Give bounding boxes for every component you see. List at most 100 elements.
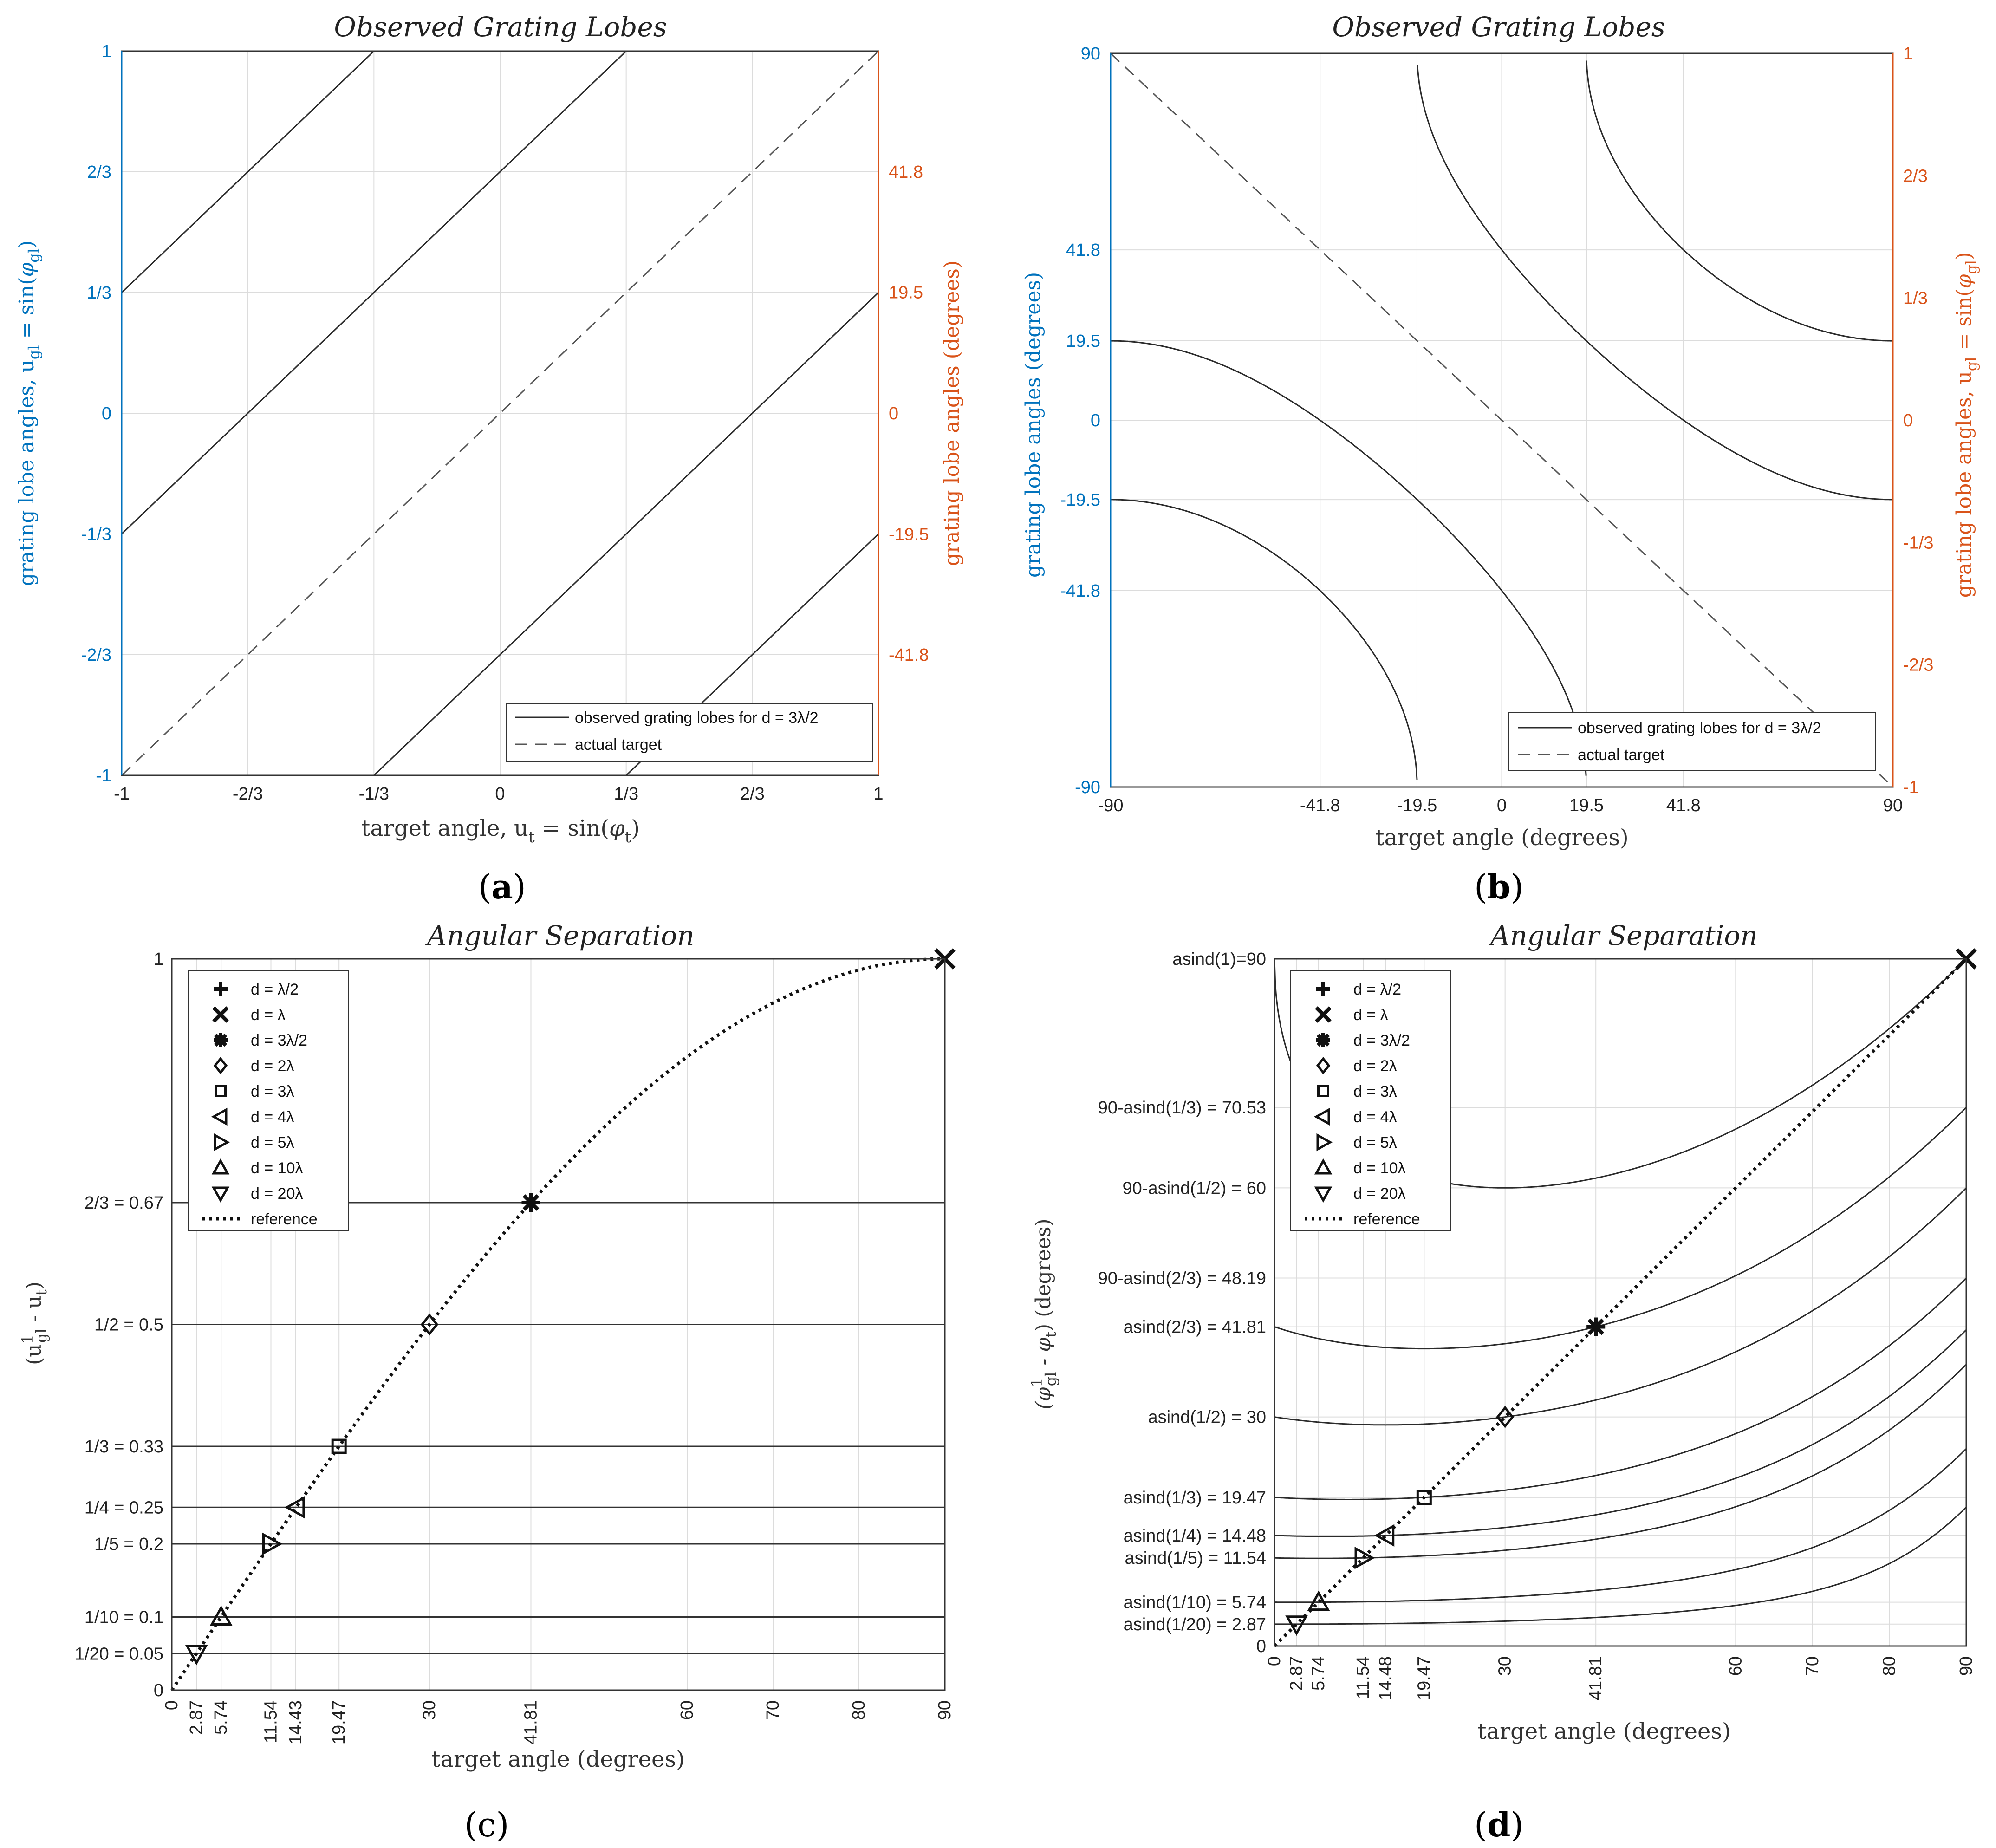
panel-c-x-tick-7: 41.81 [521, 1700, 540, 1744]
panel-d-y-tick-8: 90-asind(2/3) = 48.19 [1098, 1269, 1266, 1288]
panel-c-y-tick-8: 1 [154, 950, 163, 969]
panel-d-legend-item-7: d = 10λ [1353, 1159, 1405, 1177]
panel-b-lobe-curve-1 [1417, 65, 1893, 501]
panel-b-y-left-tick-4: 19.5 [1066, 332, 1100, 351]
panel-d-legend-marker-5 [1313, 1107, 1330, 1126]
panel-d-point-5 [1354, 1546, 1375, 1569]
panel-c-legend-item-3: d = 2λ [251, 1057, 294, 1075]
panel-c-legend-marker-5 [211, 1107, 228, 1126]
panel-c-legend-item-7: d = 10λ [251, 1159, 303, 1177]
panel-c-y-tick-0: 0 [154, 1681, 163, 1700]
panel-d-x-tick-5: 19.47 [1414, 1656, 1434, 1700]
panel-a-x-label-phi-sub: t [625, 828, 631, 846]
panel-a-y-left-label-phi: φ [15, 262, 39, 277]
panel-d-separation-curve-4 [1274, 1364, 1967, 1559]
panel-c-y-label-main: (u [22, 1344, 46, 1365]
panel-d-y-tick-3: asind(1/5) = 11.54 [1125, 1549, 1266, 1568]
panel-c-y-label-close: ) [22, 1282, 46, 1289]
panel-a-lobe-line-2 [373, 292, 879, 776]
panel-c-legend: d = λ/2 d = λ d = 3λ/2 d = 2λ d = 3λ d = 4λ d … [188, 970, 349, 1231]
panel-b-y-right-label-phi-sub: gl [1963, 260, 1980, 274]
panel-b-y-right-tick-0: -1 [1903, 778, 1919, 797]
panel-d-axes-frame [1274, 958, 1967, 1647]
panel-c-legend-marker-6 [214, 1133, 230, 1152]
panel-a-y-right-tick-4: 41.8 [889, 163, 923, 182]
panel-a-plot [121, 50, 879, 776]
panel-b-plot [1110, 52, 1894, 788]
panel-c-reference-curve [170, 957, 945, 1692]
panel-a-y-right-tick-1: -19.5 [889, 525, 929, 544]
panel-b-y-left-tick-3: 0 [1091, 411, 1100, 430]
panel-a-y-left-tick-3: 0 [102, 404, 111, 423]
panel-b-y-right-label-tail: = sin( [1952, 288, 1976, 357]
panel-d-legend-marker-1 [1315, 1006, 1332, 1023]
panel-c-legend-item-8: d = 20λ [251, 1185, 303, 1203]
panel-c-legend-marker-3 [213, 1056, 228, 1075]
panel-c-y-tick-1: 1/20 = 0.05 [75, 1644, 163, 1664]
panel-d-point-7 [1285, 1615, 1308, 1636]
panel-a-x-tick-5: 2/3 [740, 784, 765, 804]
panel-d-x-tick-8: 60 [1726, 1656, 1745, 1676]
panel-d-point-6 [1307, 1590, 1330, 1611]
panel-b-y-right-tick-5: 2/3 [1903, 166, 1928, 186]
panel-d-separation-curve-3 [1274, 1329, 1967, 1537]
panel-b-x-label: target angle (degrees) [1375, 825, 1629, 851]
panel-d-legend-marker-6 [1316, 1133, 1333, 1152]
panel-b-lobe-curve-3 [1111, 499, 1418, 780]
panel-d-legend-item-1: d = λ [1353, 1006, 1388, 1024]
panel-b-target-line [1110, 52, 1894, 788]
panel-d-legend-item-2: d = 3λ/2 [1353, 1032, 1410, 1049]
panel-c-plot [170, 948, 956, 1692]
panel-b-y-right-ticks: -1 -2/3 -1/3 0 1/3 2/3 1 [1903, 44, 1933, 797]
panel-b-y-right-tick-3: 0 [1903, 411, 1913, 430]
panel-b-y-right-label-main: grating lobe angles, u [1952, 371, 1976, 598]
panel-d-legend-marker-3 [1316, 1056, 1331, 1075]
panel-c-legend-item-1: d = λ [251, 1006, 286, 1024]
panel-d-x-tick-10: 80 [1879, 1656, 1899, 1676]
panel-a-y-left-label-main: grating lobe angles, u [15, 359, 39, 586]
panel-a-x-label-phi: φ [609, 815, 625, 841]
panel-d-y-label-sub: gl [1042, 1372, 1060, 1386]
panel-c-x-tick-6: 30 [420, 1700, 439, 1720]
panel-a-y-left-tick-6: 1 [102, 42, 111, 61]
panel-d-y-tick-4: asind(1/4) = 14.48 [1124, 1526, 1266, 1546]
panel-a-x-label-main: target angle, u [361, 815, 528, 841]
panel-d-y-label-main: (φ [1032, 1387, 1055, 1409]
panel-a-caption-letter: a [491, 867, 513, 906]
panel-d-y-label-sup: 1 [1028, 1378, 1046, 1387]
panel-a-legend: observed grating lobes for d = 3λ/2 actu… [506, 703, 873, 762]
panel-a-y-left-tick-4: 1/3 [87, 283, 111, 303]
panel-d-x-label: target angle (degrees) [1477, 1718, 1731, 1744]
panel-b-caption-letter: b [1487, 867, 1510, 906]
panel-b-y-left-tick-1: -41.8 [1060, 581, 1100, 601]
panel-d-y-tick-10: 90-asind(1/3) = 70.53 [1098, 1098, 1266, 1118]
panel-c-x-ticks: 0 2.87 5.74 11.54 14.43 19.47 30 41.81 60 70 80 90 [162, 1700, 955, 1744]
panel-b-lobe-curve-2 [1111, 340, 1587, 776]
panel-a-y-left-label-phi-sub: gl [25, 248, 43, 263]
panel-a-x-tick-6: 1 [873, 784, 883, 804]
panel-c-legend-item-6: d = 5λ [251, 1134, 294, 1152]
panel-d-separation-curve-2 [1274, 1277, 1967, 1500]
panel-b-y-right-tick-1: -2/3 [1903, 656, 1933, 675]
panel-b-x-tick-5: 41.8 [1666, 796, 1701, 815]
panel-d-x-tick-11: 90 [1957, 1656, 1976, 1676]
panel-b-y-left-ticks: -90 -41.8 -19.5 0 19.5 41.8 90 [1060, 44, 1100, 797]
panel-a-y-left-label: grating lobe angles, ugl = sin(φgl) [15, 241, 43, 586]
panel-a-y-right-tick-3: 19.5 [889, 283, 923, 303]
panel-b-lobe-curve-0 [1586, 60, 1893, 342]
panel-b-x-tick-3: 0 [1497, 796, 1507, 815]
panel-c-x-tick-0: 0 [162, 1700, 182, 1710]
panel-d-x-tick-1: 2.87 [1287, 1656, 1307, 1691]
panel-d-y-ticks: 0 asind(1/20) = 2.87 asind(1/10) = 5.74 asi… [1098, 950, 1266, 1656]
panel-d-separation-curve-1 [1274, 1187, 1967, 1426]
panel-c-legend-marker-1 [212, 1006, 229, 1023]
panel-c-title: Angular Separation [425, 920, 694, 951]
panel-c-legend-item-4: d = 3λ [251, 1083, 294, 1100]
panel-c-x-tick-11: 90 [935, 1700, 955, 1720]
panel-c-x-tick-10: 80 [849, 1700, 869, 1720]
panel-b-legend-box [1508, 712, 1876, 771]
panel-d-legend-item-6: d = 5λ [1353, 1134, 1397, 1152]
panel-b-x-tick-0: -90 [1098, 796, 1124, 815]
panel-d-legend-marker-8 [1314, 1186, 1333, 1203]
